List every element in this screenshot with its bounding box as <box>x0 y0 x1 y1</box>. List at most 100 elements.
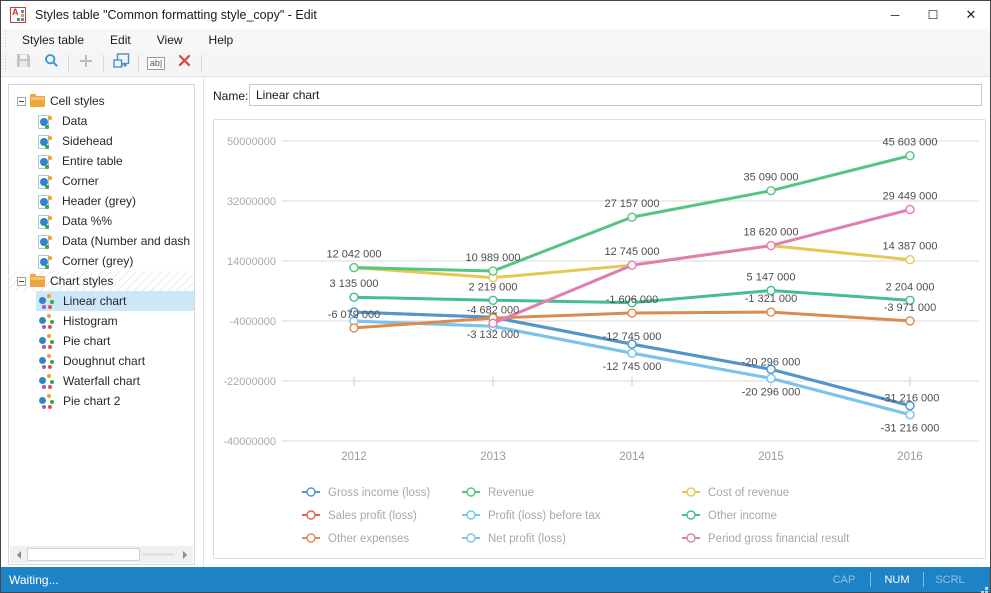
data-point-label: 10 989 000 <box>465 252 520 264</box>
data-point-marker <box>905 295 915 306</box>
style-name-input[interactable] <box>249 84 982 106</box>
menu-styles-table[interactable]: Styles table <box>22 32 85 47</box>
legend-marker <box>686 510 696 520</box>
indicator-cap: CAP <box>832 573 856 586</box>
rename-button[interactable]: ab| <box>143 52 169 75</box>
chart-panel: 50000000 32000000 14000000 -4000000 -2200000… <box>213 119 986 559</box>
tree-item-sidehead[interactable]: Sidehead <box>9 131 194 151</box>
menu-help[interactable]: Help <box>208 32 234 47</box>
keyboard-indicators: CAP NUM SCRL <box>818 567 976 592</box>
collapse-icon[interactable] <box>17 276 26 286</box>
close-button[interactable]: ✕ <box>965 7 977 22</box>
tree-item-waterfall-chart[interactable]: Waterfall chart <box>9 371 194 391</box>
legend-marker <box>686 487 696 497</box>
tree-item-label: Entire table <box>62 154 123 168</box>
tree-item-label: Pie chart <box>63 334 111 348</box>
scrollbar-track[interactable] <box>142 553 174 556</box>
data-point-label: 18 620 000 <box>743 227 798 239</box>
x-axis-tick-label: 2013 <box>480 451 506 463</box>
duplicate-button[interactable] <box>108 52 134 75</box>
panel-splitter[interactable] <box>203 77 204 567</box>
data-point-marker <box>905 401 915 411</box>
toolbar-grip[interactable] <box>3 52 9 74</box>
cell-style-icon <box>38 254 53 269</box>
data-point-label: -1 606 000 <box>606 294 659 306</box>
tree-group-cell-styles[interactable]: Cell styles <box>9 91 194 111</box>
data-point-marker <box>905 150 915 161</box>
chart-style-icon <box>38 374 54 389</box>
cell-style-icon <box>38 194 53 209</box>
data-point-label: -31 216 000 <box>881 393 940 405</box>
tree-item-pie-chart-2[interactable]: Pie chart 2 <box>9 391 194 411</box>
legend-marker <box>306 487 316 497</box>
legend-label: Revenue <box>488 487 534 499</box>
data-point-label: 45 603 000 <box>882 137 937 149</box>
y-axis-tick-label: 32000000 <box>227 196 276 208</box>
resize-grip[interactable] <box>985 587 988 590</box>
tree-item-data[interactable]: Data <box>9 111 194 131</box>
toolbar-separator <box>201 54 202 72</box>
indicator-scrl: SCRL <box>935 573 965 586</box>
tree-item-data-number-and-dash[interactable]: Data (Number and dash <box>9 231 194 251</box>
data-point-label: 3 135 000 <box>330 278 379 290</box>
scroll-right-button[interactable] <box>176 546 193 563</box>
tree-item-linear-chart[interactable]: Linear chart <box>9 291 194 311</box>
delete-button[interactable] <box>171 52 197 75</box>
data-point-label: -3 132 000 <box>467 329 520 341</box>
legend-label: Gross income (loss) <box>328 487 430 499</box>
line-chart: 50000000 32000000 14000000 -4000000 -2200000… <box>223 136 979 545</box>
legend-marker <box>306 533 316 543</box>
chart-style-icon <box>38 394 54 409</box>
styles-tree: Cell styles Data Sidehead Entire table Corne… <box>9 85 194 411</box>
toolbar: ab| <box>1 50 990 77</box>
search-icon <box>44 53 59 73</box>
data-point-marker <box>766 307 776 317</box>
legend-label: Period gross financial result <box>708 533 850 545</box>
data-point-marker <box>627 297 637 308</box>
x-axis-tick-label: 2016 <box>897 451 923 463</box>
data-point-label: -1 321 000 <box>745 293 798 305</box>
menubar-grip[interactable] <box>3 31 9 48</box>
data-point-label: -6 079 000 <box>328 309 381 321</box>
legend-label: Sales profit (loss) <box>328 510 417 522</box>
tree-item-corner-grey-[interactable]: Corner (grey) <box>9 251 194 271</box>
status-bar: Waiting... CAP NUM SCRL <box>1 567 990 592</box>
y-axis-tick-label: 50000000 <box>227 136 276 148</box>
chart-style-icon <box>38 314 54 329</box>
tree-group-chart-styles[interactable]: Chart styles <box>9 271 194 291</box>
tree-item-pie-chart[interactable]: Pie chart <box>9 331 194 351</box>
minimize-button[interactable]: ─ <box>890 8 900 22</box>
scroll-left-button[interactable] <box>10 546 27 563</box>
add-button[interactable] <box>73 52 99 75</box>
menu-view[interactable]: View <box>156 32 183 47</box>
status-message: Waiting... <box>9 572 59 587</box>
tree-item-data-[interactable]: Data %% <box>9 211 194 231</box>
y-axis-tick-label: -22000000 <box>223 376 276 388</box>
tree-item-label: Data (Number and dash <box>62 234 191 248</box>
tree-item-histogram[interactable]: Histogram <box>9 311 194 331</box>
tree-item-label: Histogram <box>63 314 118 328</box>
legend-marker <box>466 533 476 543</box>
menu-bar: Styles table Edit View Help <box>1 29 990 50</box>
tree-horizontal-scrollbar[interactable] <box>10 546 193 563</box>
tree-item-doughnut-chart[interactable]: Doughnut chart <box>9 351 194 371</box>
tree-item-header-grey-[interactable]: Header (grey) <box>9 191 194 211</box>
data-point-label: 12 042 000 <box>326 249 381 261</box>
app-icon: A <box>10 7 26 23</box>
chart-style-icon <box>38 294 54 309</box>
tree-item-label: Corner <box>62 174 99 188</box>
data-point-marker <box>349 292 359 302</box>
scrollbar-thumb[interactable] <box>27 548 141 561</box>
menu-edit[interactable]: Edit <box>110 32 131 47</box>
collapse-icon[interactable] <box>17 96 26 106</box>
search-button[interactable] <box>38 52 64 75</box>
tree-item-corner[interactable]: Corner <box>9 171 194 191</box>
data-point-marker <box>627 212 637 222</box>
data-point-marker <box>905 255 915 265</box>
tree-item-entire-table[interactable]: Entire table <box>9 151 194 171</box>
maximize-button[interactable]: ☐ <box>927 8 939 22</box>
save-button[interactable] <box>10 52 36 75</box>
tree-item-label: Data %% <box>62 214 113 228</box>
legend-label: Other expenses <box>328 533 409 545</box>
